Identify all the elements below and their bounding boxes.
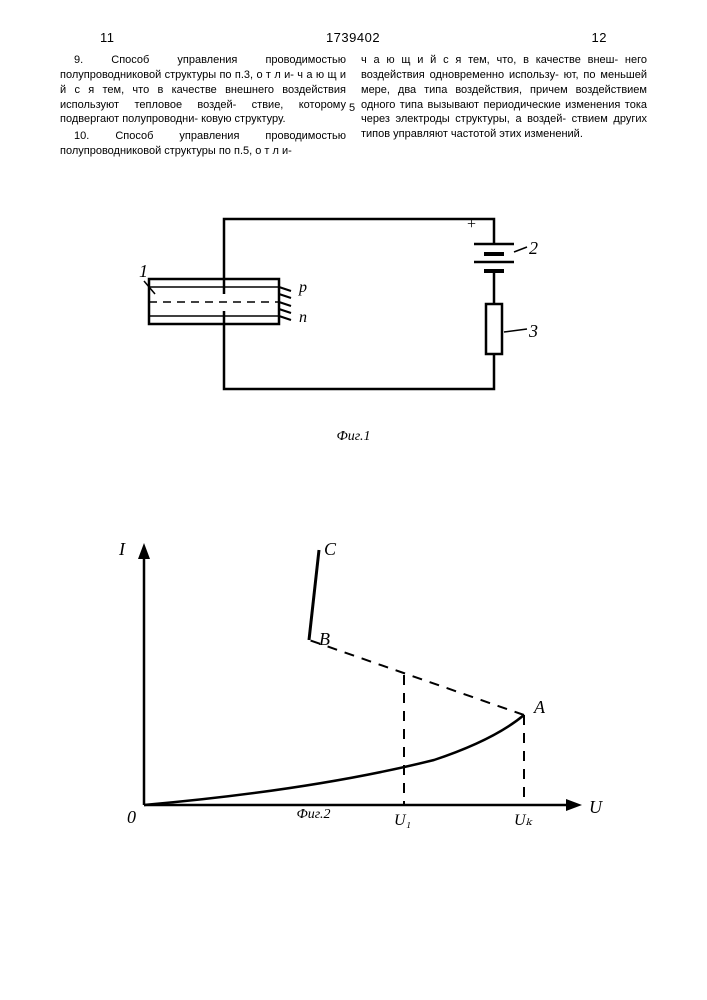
paragraph-cont: ч а ю щ и й с я тем, что, в качестве вне… xyxy=(361,53,647,142)
label-2: 2 xyxy=(529,238,538,258)
label-plus: + xyxy=(467,216,476,233)
label-p: p xyxy=(298,279,307,296)
uk-label: Uₖ xyxy=(514,812,534,829)
point-a-label: A xyxy=(533,697,546,717)
page-num-right: 12 xyxy=(592,30,607,45)
figure-1-diagram: 1 p n + 2 3 xyxy=(139,199,569,429)
axis-y-label: I xyxy=(118,539,126,559)
u1-label: U₁ xyxy=(394,812,411,829)
point-b-label: B xyxy=(319,629,330,649)
figure-2-label: Фиг.2 xyxy=(0,807,654,823)
doc-number: 1739402 xyxy=(326,30,380,45)
page-num-left: 11 xyxy=(100,30,115,45)
paragraph-9: 9. Способ управления проводимостью полуп… xyxy=(60,53,346,127)
left-column: 9. Способ управления проводимостью полуп… xyxy=(60,53,346,159)
figure-1-label: Фиг.1 xyxy=(54,429,654,445)
paragraph-10: 10. Способ управления проводимостью полу… xyxy=(60,129,346,159)
axis-x-label: U xyxy=(589,797,603,817)
label-n: n xyxy=(299,309,307,326)
label-1: 1 xyxy=(139,261,148,281)
figure-2-diagram: I U 0 C B A U₁ Uₖ xyxy=(94,535,614,835)
origin-label: 0 xyxy=(127,807,136,827)
right-column: ч а ю щ и й с я тем, что, в качестве вне… xyxy=(361,53,647,159)
point-c-label: C xyxy=(324,539,337,559)
label-3: 3 xyxy=(528,321,538,341)
line-marker-5: 5 xyxy=(349,102,355,114)
